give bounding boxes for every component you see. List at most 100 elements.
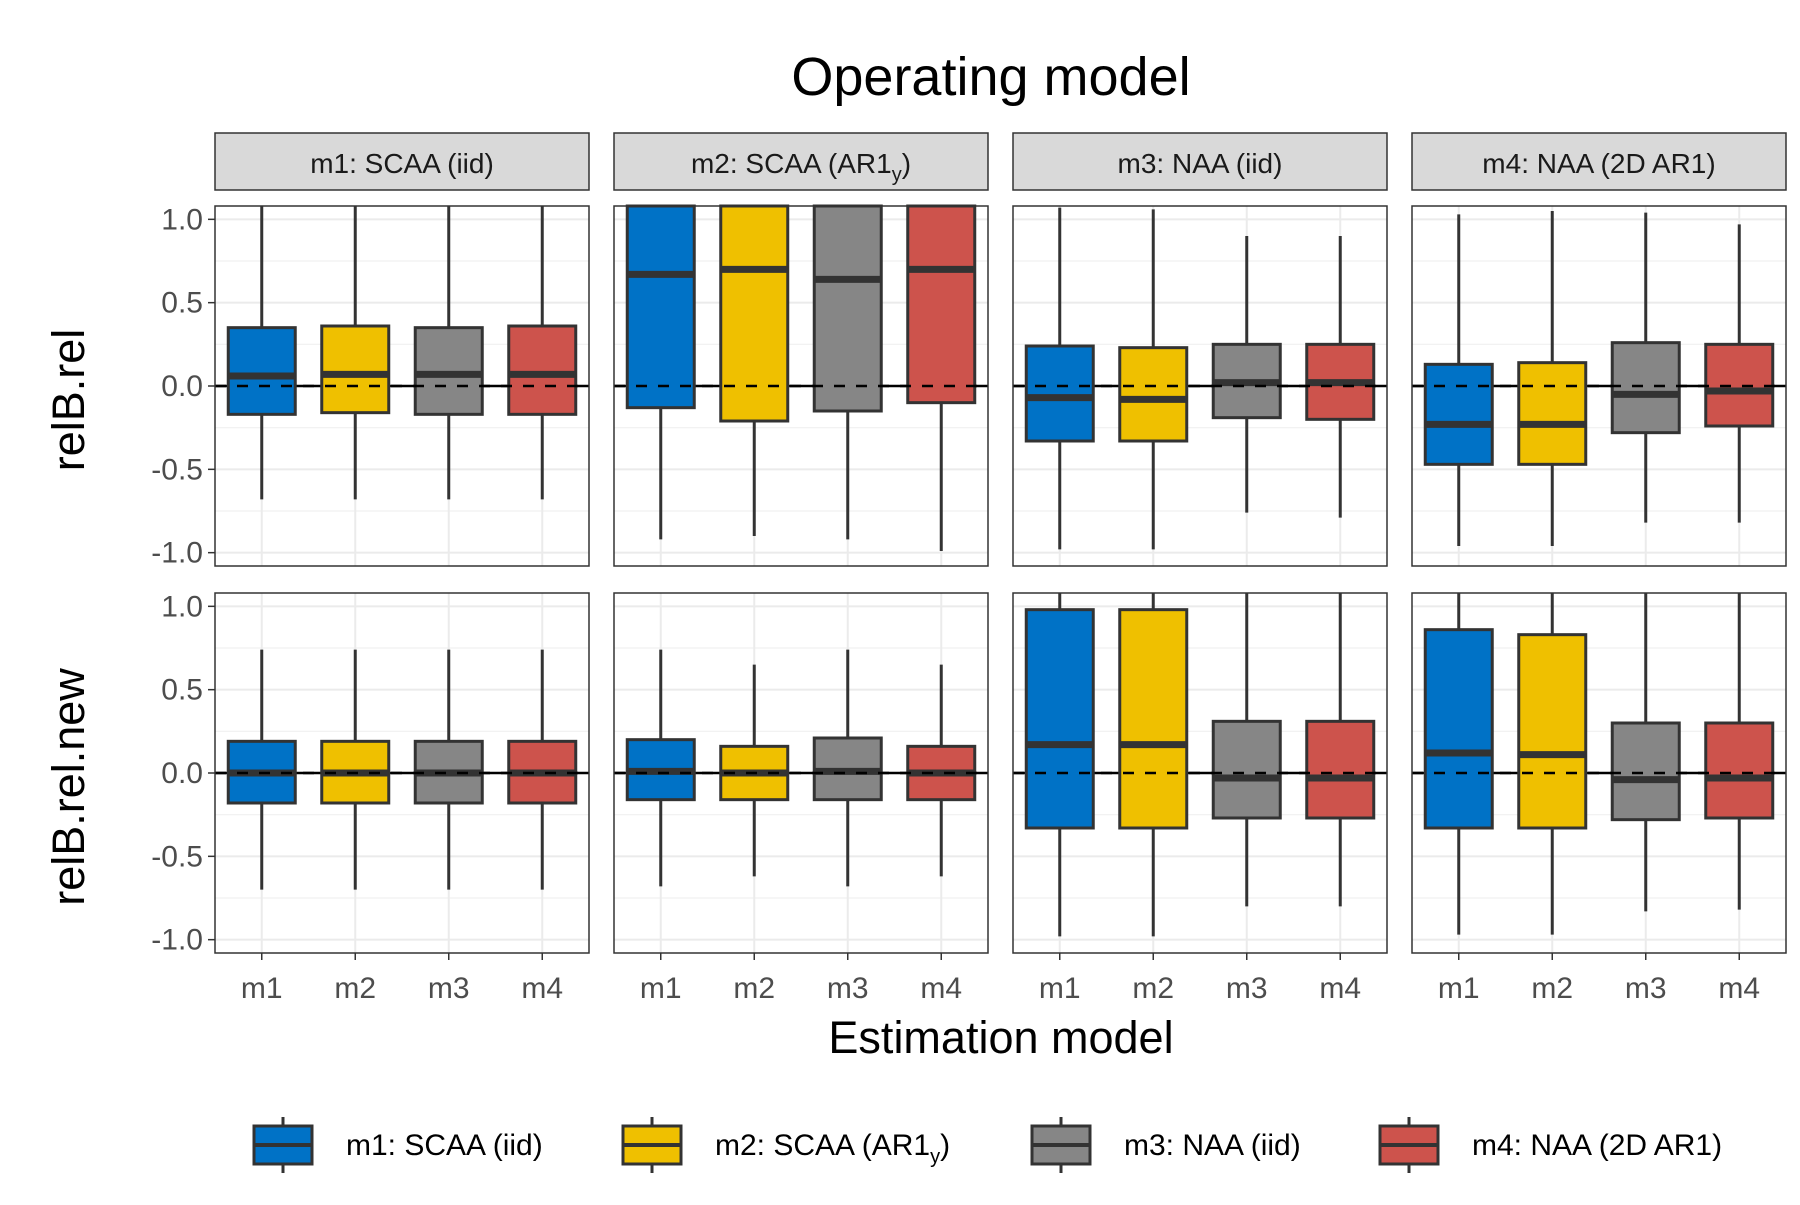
y-tick-label: 1.0 xyxy=(161,203,203,236)
box-iqr xyxy=(1305,719,1376,820)
facet-strip-m1 xyxy=(214,132,590,191)
box-m4 xyxy=(1704,593,1775,910)
y-tick-label: -1.0 xyxy=(151,924,203,957)
facet-panels: m1: SCAA (iid) m2: SCAA (AR1y) m3: NAA (ii… xyxy=(151,132,1787,1005)
x-tick-label: m1 xyxy=(241,972,283,1005)
box-m1 xyxy=(1024,207,1095,550)
facet-label-m3: m3: NAA (iid) xyxy=(1118,148,1283,179)
x-tick-label: m4 xyxy=(1319,972,1361,1005)
legend-label-m3: m3: NAA (iid) xyxy=(1124,1129,1301,1162)
box-m1 xyxy=(226,206,297,500)
box-iqr xyxy=(812,204,883,413)
panel-border xyxy=(1411,205,1787,567)
facet-label-m4: m4: NAA (2D AR1) xyxy=(1482,148,1715,179)
box-m3 xyxy=(812,649,883,887)
x-tick-label: m2 xyxy=(334,972,376,1005)
box-iqr xyxy=(625,204,696,410)
y-tick-label: -0.5 xyxy=(151,840,203,873)
box-iqr xyxy=(1024,344,1095,443)
x-tick-label: m2 xyxy=(733,972,775,1005)
box-iqr xyxy=(1024,608,1095,830)
panel-border xyxy=(613,205,989,567)
box-m2 xyxy=(1517,593,1588,935)
box-iqr xyxy=(1517,633,1588,830)
label-suffix: ) xyxy=(940,1129,950,1162)
y-tick-label: 0.5 xyxy=(161,674,203,707)
box-m3 xyxy=(413,649,484,890)
box-m1 xyxy=(625,649,696,887)
box-m2 xyxy=(320,206,391,500)
legend-item-m4: m4: NAA (2D AR1) xyxy=(1378,1117,1722,1173)
panel-border xyxy=(1012,205,1388,567)
box-m4 xyxy=(1704,224,1775,523)
box-iqr xyxy=(1517,361,1588,466)
box-m4 xyxy=(507,649,578,890)
panel-row2-col3: m1 m2 m3 m4 xyxy=(1012,592,1388,1005)
box-iqr xyxy=(1211,719,1282,820)
x-tick-label: m4 xyxy=(521,972,563,1005)
panel-row2-col1: 1.0 0.5 0.0 -0.5 -1.0 m1 m2 m3 m4 xyxy=(151,590,590,1005)
panel-border xyxy=(613,592,989,954)
box-iqr xyxy=(226,326,297,416)
y-tick-label: -1.0 xyxy=(151,537,203,570)
legend-label-m1: m1: SCAA (iid) xyxy=(346,1129,543,1162)
box-iqr xyxy=(1423,628,1494,830)
box-m1 xyxy=(1024,593,1095,937)
x-tick-label: m2 xyxy=(1531,972,1573,1005)
panel-row1-col3 xyxy=(1012,205,1388,567)
y-tick-label: 0.0 xyxy=(161,370,203,403)
box-m4 xyxy=(1305,593,1376,907)
x-tick-label: m1 xyxy=(1438,972,1480,1005)
subscript: y xyxy=(892,164,902,186)
panel-row1-col2 xyxy=(613,204,989,567)
box-m3 xyxy=(1610,593,1681,912)
x-tick-label: m3 xyxy=(1226,972,1268,1005)
box-m1 xyxy=(1423,593,1494,935)
facet-strip-m4 xyxy=(1411,132,1787,191)
panel-row2-col2: m1 m2 m3 m4 xyxy=(613,592,989,1005)
x-tick-label: m4 xyxy=(1718,972,1760,1005)
y-tick-label: -0.5 xyxy=(151,453,203,486)
x-tick-label: m3 xyxy=(827,972,869,1005)
facet-strip-m2 xyxy=(613,132,989,191)
x-tick-label: m3 xyxy=(428,972,470,1005)
box-iqr xyxy=(906,204,977,405)
box-m1 xyxy=(1423,214,1494,546)
chart-title: Operating model xyxy=(791,47,1190,107)
box-iqr xyxy=(1423,362,1494,466)
box-m2 xyxy=(1517,211,1588,546)
box-iqr xyxy=(1704,721,1775,820)
legend: m1: SCAA (iid) m2: SCAA (AR1y) m3: NAA (ii… xyxy=(252,1117,1722,1173)
facet-strip-m3 xyxy=(1012,132,1388,191)
box-m3 xyxy=(1211,593,1282,907)
legend-label-m2: m2: SCAA (AR1y) xyxy=(715,1129,950,1168)
box-m2 xyxy=(1118,209,1189,550)
box-m3 xyxy=(1211,236,1282,513)
box-iqr xyxy=(1118,608,1189,830)
box-m2 xyxy=(1118,593,1189,937)
box-m4 xyxy=(906,664,977,877)
label-suffix: ) xyxy=(902,148,911,179)
x-tick-label: m3 xyxy=(1625,972,1667,1005)
y-tick-label: 1.0 xyxy=(161,590,203,623)
x-tick-label: m1 xyxy=(1039,972,1081,1005)
panel-row1-col4 xyxy=(1411,205,1787,567)
y-tick-label: 0.0 xyxy=(161,757,203,790)
box-m4 xyxy=(507,206,578,500)
x-tick-label: m2 xyxy=(1132,972,1174,1005)
panel-border xyxy=(1411,592,1787,954)
legend-item-m1: m1: SCAA (iid) xyxy=(252,1117,543,1173)
box-m3 xyxy=(1610,212,1681,523)
x-axis-title: Estimation model xyxy=(828,1012,1173,1063)
legend-label-m4: m4: NAA (2D AR1) xyxy=(1472,1129,1722,1162)
row-label-relB-rel-new: relB.rel.new xyxy=(43,668,94,906)
box-iqr xyxy=(719,204,790,423)
x-tick-label: m1 xyxy=(640,972,682,1005)
y-tick-label: 0.5 xyxy=(161,287,203,320)
box-m3 xyxy=(413,206,484,500)
box-iqr xyxy=(507,324,578,416)
box-iqr xyxy=(320,324,391,415)
box-iqr xyxy=(1610,721,1681,822)
facet-label-m1: m1: SCAA (iid) xyxy=(310,148,494,179)
